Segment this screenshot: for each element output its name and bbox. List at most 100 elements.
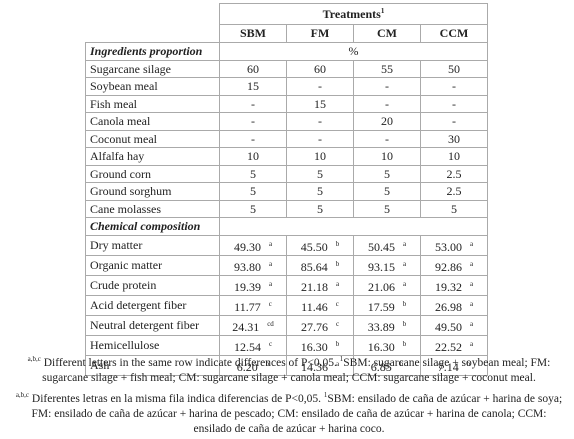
cell-value: 10	[381, 149, 393, 164]
cell-value: 5	[250, 184, 256, 199]
cell-letter: cd	[267, 319, 274, 328]
cell: 26.98 a	[420, 294, 488, 316]
cell-value: 5	[451, 201, 457, 216]
cell-letter: b	[402, 299, 407, 308]
section-row: Chemical composition	[85, 217, 488, 236]
cell-value: 5	[317, 184, 323, 199]
cell: 27.76 c	[286, 314, 354, 336]
blank-cell	[86, 4, 220, 25]
cell-value: 93.80	[233, 259, 261, 274]
cell: 49.50 a	[420, 314, 488, 336]
cell: 45.50 b	[286, 234, 354, 256]
data-row: Fish meal - 15 - -	[85, 94, 488, 113]
section-row: Ingredients proportion%	[85, 42, 488, 61]
header-sup: 1	[380, 6, 385, 15]
cell-letter: a	[402, 239, 407, 248]
cell-value: 30	[448, 131, 460, 146]
data-row: Neutral detergent fiber 24.31 cd 27.76 c 33.8…	[85, 314, 488, 336]
row-label: Canola meal	[85, 112, 220, 131]
cell-value: -	[251, 114, 255, 129]
column-row: SBM FM CM CCM	[86, 24, 488, 43]
cell-value: 21.18	[300, 279, 328, 294]
cell-value: 49.30	[233, 239, 261, 254]
cell-value: 60	[247, 61, 259, 76]
cell-value: 11.77	[234, 299, 261, 314]
cell: 50	[420, 59, 488, 78]
cell-value: -	[452, 79, 456, 94]
cell-value: 5	[250, 201, 256, 216]
footnote-text: SBM: sugarcane silage + soybean meal; FM…	[42, 356, 551, 384]
cell-value: 10	[314, 149, 326, 164]
data-row: Cane molasses 5 5 5 5	[85, 199, 488, 218]
cell-value: 19.32	[434, 279, 462, 294]
cell: 30	[420, 129, 488, 148]
data-row: Hemicellulose 12.54 c 16.30 b 16.30 b 22.52 a	[85, 334, 488, 356]
row-label: Ground corn	[85, 164, 220, 183]
cell: 49.30 a	[219, 234, 287, 256]
cell: 11.46 c	[286, 294, 354, 316]
header-title: Treatments	[322, 6, 381, 21]
cell-value: -	[385, 79, 389, 94]
cell: 6.20 b	[219, 354, 287, 376]
cell-value: 10	[448, 149, 460, 164]
row-label: Ash	[85, 354, 220, 376]
column-header: CM	[353, 24, 421, 43]
cell: 5	[353, 164, 421, 183]
row-label: Ground sorghum	[85, 182, 220, 201]
cell-value: 16.30	[300, 339, 328, 354]
cell: -	[219, 112, 287, 131]
cell-letter: a	[469, 239, 474, 248]
footnote-sup: a,b,c	[27, 355, 41, 363]
cell-letter: c	[268, 299, 272, 308]
cell-value: 14.36	[300, 359, 328, 374]
cell: 5	[353, 182, 421, 201]
cell-value: 5	[384, 201, 390, 216]
data-table: Treatments1 SBM FM CM CCM Ingredients propo…	[85, 3, 488, 376]
cell: -	[286, 129, 354, 148]
cell-value: 24.31	[232, 319, 260, 334]
row-label: Fish meal	[85, 94, 220, 113]
cell-letter: a	[268, 279, 273, 288]
cell: 24.31 cd	[219, 314, 287, 336]
cell: -	[420, 112, 488, 131]
cell: 10	[286, 147, 354, 166]
cell: -	[353, 129, 421, 148]
cell: 15	[219, 77, 287, 96]
cell-letter: b	[335, 239, 340, 248]
cell-letter: c	[335, 319, 340, 328]
cell-value: 55	[381, 61, 393, 76]
cell: -	[219, 129, 287, 148]
cell-letter: a	[268, 259, 273, 268]
cell: 10	[219, 147, 287, 166]
cell: -	[219, 94, 287, 113]
data-row: Sugarcane silage 60 60 55 50	[85, 59, 488, 78]
cell-value: 49.50	[434, 319, 462, 334]
section-title: Chemical composition	[85, 217, 220, 236]
cell-value: -	[318, 131, 322, 146]
cell-letter: a	[335, 279, 340, 288]
cell-letter: b	[399, 359, 404, 368]
cell: 53.00 a	[420, 234, 488, 256]
header-row: Treatments1	[86, 3, 488, 25]
cell-value: 15	[247, 79, 259, 94]
cell-value: 92.86	[434, 259, 462, 274]
cell-value: 50.45	[367, 239, 395, 254]
cell-value: 15	[314, 96, 326, 111]
cell: 5	[286, 199, 354, 218]
cell-letter: a	[268, 239, 273, 248]
cell: -	[420, 94, 488, 113]
cell: 60	[219, 59, 287, 78]
cell-value: 5	[384, 166, 390, 181]
column-header: CCM	[420, 24, 488, 43]
cell: 21.06 a	[353, 274, 421, 296]
cell-value: 6.85	[370, 359, 392, 374]
cell-value: 5	[250, 166, 256, 181]
footnote-text: Different letters in the same row indica…	[40, 356, 340, 369]
footnote-sup: 1	[339, 355, 344, 363]
data-row: Ground corn 5 5 5 2.5	[85, 164, 488, 183]
cell: 5	[286, 164, 354, 183]
footnote: a,b,c Diferentes letras en la misma fila…	[14, 388, 564, 437]
row-label: Coconut meal	[85, 129, 220, 148]
cell-letter: c	[335, 299, 339, 308]
data-row: Alfalfa hay 10 10 10 10	[85, 147, 488, 166]
